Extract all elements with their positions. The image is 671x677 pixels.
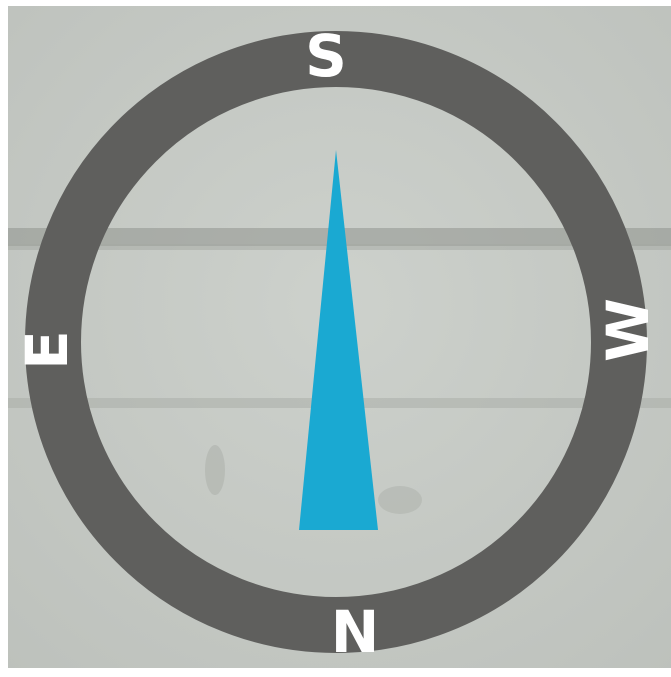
cardinal-label-top: S: [305, 22, 347, 90]
compass-needle: [299, 150, 378, 530]
cardinal-label-right: W: [594, 298, 662, 362]
cardinal-label-left: E: [13, 330, 81, 370]
compass-ring: [25, 31, 647, 653]
cardinal-label-bottom: N: [331, 598, 380, 666]
